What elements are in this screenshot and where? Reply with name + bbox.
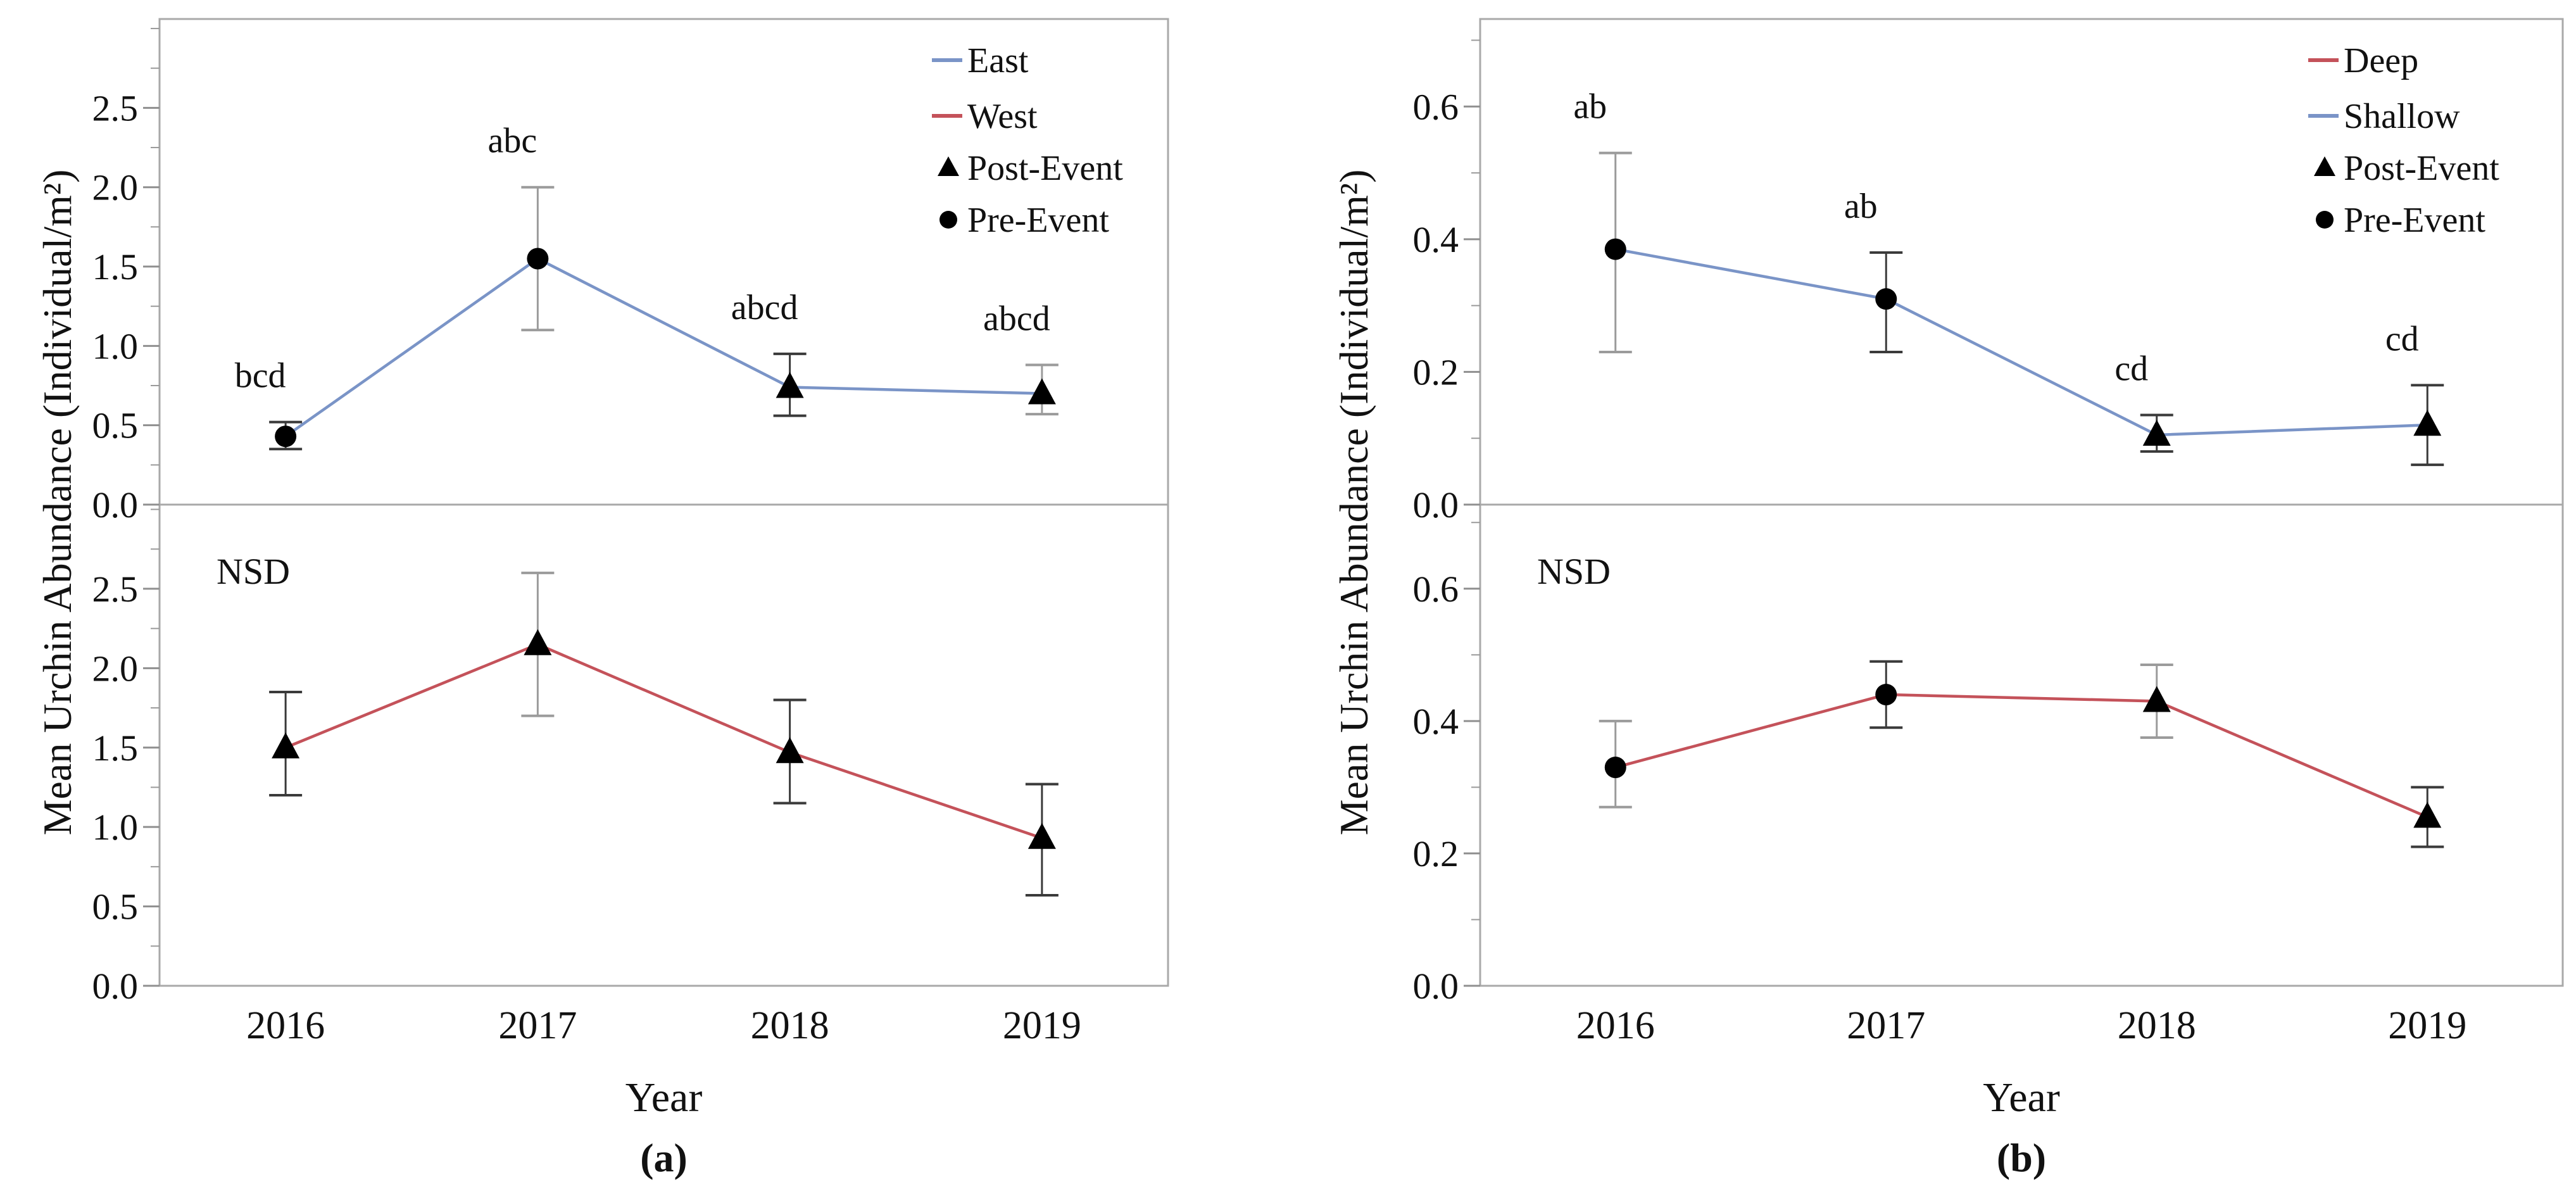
y-axis-title: Mean Urchin Abundance (Individual/m²)	[35, 170, 80, 836]
x-axis-title: Year	[625, 1074, 703, 1121]
y-tick-label: 0.0	[92, 484, 139, 526]
panel-b: 0.0 0.2 0.4 0.6 ab ab cd cd 0.0 0.2 0.4 0.6 NSD 2016 2…	[1331, 18, 2564, 1180]
significance-label: bcd	[235, 356, 286, 396]
y-tick-label: 0.6	[1413, 86, 1459, 127]
y-tick-label: 1.5	[92, 727, 139, 769]
y-tick-label: 2.0	[92, 167, 139, 208]
y-tick-label: 0.0	[92, 966, 139, 1007]
legend-label: Post-Event	[967, 149, 1123, 188]
post-event-marker	[272, 732, 300, 759]
subplot-east: 0.0 0.5 1.0 1.5 2.0 2.5 bcd abc abcd abcd	[92, 28, 1059, 526]
y-tick-label: 1.5	[92, 246, 139, 287]
post-event-marker	[1027, 378, 1056, 405]
legend-item-pre-event: Pre-Event	[2316, 201, 2485, 240]
x-tick-label: 2017	[498, 1004, 577, 1047]
legend-item-pre-event: Pre-Event	[939, 201, 1109, 240]
subplot-deep: 0.0 0.2 0.4 0.6 NSD	[1413, 522, 2444, 1007]
significance-label: abcd	[983, 299, 1050, 338]
y-tick-label: 0.0	[1413, 966, 1459, 1007]
y-tick-label: 0.2	[1413, 833, 1459, 874]
subplot-shallow: 0.0 0.2 0.4 0.6 ab ab cd cd	[1413, 39, 2444, 526]
y-tick-label: 0.5	[92, 886, 139, 928]
legend-item-deep: Deep	[2308, 41, 2418, 80]
post-event-marker	[524, 629, 552, 655]
legend-item-west: West	[932, 97, 1038, 136]
significance-label: abcd	[731, 288, 798, 327]
x-tick-label: 2018	[2118, 1004, 2196, 1047]
post-event-marker	[2142, 419, 2171, 446]
y-tick-label: 0.6	[1413, 569, 1459, 610]
y-tick-label: 1.0	[92, 325, 139, 367]
y-tick-label: 2.5	[92, 569, 139, 610]
post-event-marker	[2413, 410, 2442, 436]
significance-label: abc	[488, 122, 537, 161]
legend-label: East	[967, 41, 1029, 80]
legend-label: West	[967, 97, 1038, 136]
legend-label: Deep	[2344, 41, 2418, 80]
plot-border	[158, 18, 1169, 987]
pre-event-marker	[1604, 757, 1626, 779]
series-line-west	[285, 643, 1043, 840]
post-event-marker	[1027, 822, 1056, 849]
panel-a: 0.0 0.5 1.0 1.5 2.0 2.5 bcd abc abcd abcd 0.0 0.5 1.…	[35, 18, 1169, 1180]
x-tick-label: 2019	[2388, 1004, 2466, 1047]
y-tick-label: 1.0	[92, 807, 139, 848]
x-tick-label: 2017	[1847, 1004, 1925, 1047]
plot-border	[1479, 18, 2564, 987]
series-line-east	[284, 256, 1042, 438]
legend-label: Shallow	[2344, 97, 2460, 136]
significance-label: ab	[1573, 87, 1607, 127]
legend-item-post-event: Post-Event	[2314, 149, 2499, 188]
y-tick-label: 0.4	[1413, 701, 1459, 742]
y-tick-label: 0.4	[1413, 219, 1459, 260]
significance-label: ab	[1844, 187, 1878, 226]
legend-item-shallow: Shallow	[2308, 97, 2460, 136]
nsd-annotation: NSD	[217, 551, 290, 592]
x-tick-label: 2018	[751, 1004, 829, 1047]
series-line-shallow	[1615, 248, 2428, 437]
subplot-west: 0.0 0.5 1.0 1.5 2.0 2.5 NSD	[92, 508, 1059, 1007]
post-event-marker	[2142, 686, 2171, 712]
x-tick-label: 2016	[246, 1004, 325, 1047]
legend-label: Pre-Event	[967, 201, 1109, 240]
panel-caption: (b)	[1997, 1135, 2046, 1180]
y-tick-label: 0.5	[92, 405, 139, 446]
y-tick-label: 0.0	[1413, 484, 1459, 526]
x-tick-label: 2016	[1576, 1004, 1655, 1047]
post-event-marker	[2413, 802, 2442, 828]
post-event-marker	[776, 372, 804, 398]
legend-label: Post-Event	[2344, 149, 2499, 188]
legend-triangle-swatch	[938, 156, 959, 176]
legend-label: Pre-Event	[2344, 201, 2485, 240]
pre-event-marker	[1875, 684, 1897, 706]
nsd-annotation: NSD	[1537, 551, 1611, 592]
y-tick-label: 2.0	[92, 648, 139, 689]
significance-label: cd	[2385, 319, 2419, 358]
pre-event-marker	[1604, 238, 1626, 260]
legend-triangle-swatch	[2314, 156, 2335, 176]
legend-circle-swatch	[2316, 211, 2334, 229]
y-tick-label: 2.5	[92, 87, 139, 129]
pre-event-marker	[275, 425, 297, 448]
series-line-deep	[1615, 693, 2428, 819]
legend-circle-swatch	[939, 211, 957, 229]
legend-item-post-event: Post-Event	[938, 149, 1123, 188]
significance-label: cd	[2114, 349, 2148, 389]
x-axis-title: Year	[1983, 1074, 2060, 1121]
post-event-marker	[776, 737, 804, 764]
pre-event-marker	[1875, 288, 1897, 310]
y-axis-title: Mean Urchin Abundance (Individual/m²)	[1331, 170, 1376, 836]
x-tick-label: 2019	[1003, 1004, 1081, 1047]
pre-event-marker	[527, 248, 549, 270]
panel-caption: (a)	[640, 1135, 688, 1180]
y-tick-label: 0.2	[1413, 351, 1459, 393]
legend-item-east: East	[932, 41, 1029, 80]
